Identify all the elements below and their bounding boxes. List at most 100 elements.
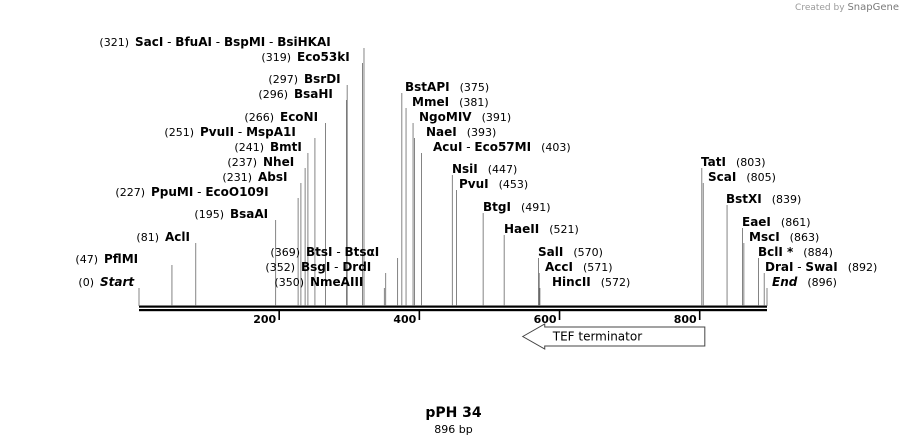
enzyme-name[interactable]: MmeI [412,95,449,109]
enzyme-name[interactable]: BfuAI [175,35,212,49]
site-bsgi[interactable]: BsgI - DrdI (352) [265,260,387,306]
site-name[interactable]: NaeI [426,125,457,139]
enzyme-name[interactable]: BsiHKAI [277,35,331,49]
site-name[interactable]: MmeI [412,95,449,109]
site-acci[interactable]: AccI (571) [538,260,613,306]
enzyme-name[interactable]: Eco57MI [474,140,531,154]
site-name[interactable]: BstXI [726,192,762,206]
site-btgi[interactable]: BtgI (491) [482,200,551,306]
enzyme-name[interactable]: BtsαI [344,245,379,259]
enzyme-name[interactable]: PflMI [104,252,138,266]
enzyme-name[interactable]: SacI [135,35,163,49]
site-scai[interactable]: ScaI (805) [702,170,776,306]
site-saci[interactable]: SacI - BfuAI - BspMI - BsiHKAI (321) [99,35,365,306]
site-name[interactable]: NsiI [452,162,478,176]
site-naei[interactable]: NaeI (393) [414,125,496,306]
site-name[interactable]: PflMI [104,252,138,266]
enzyme-name[interactable]: BtgI [483,200,511,214]
site-name[interactable]: BsaHI [294,87,333,101]
enzyme-name[interactable]: BstAPI [405,80,450,94]
enzyme-name[interactable]: BmtI [270,140,302,154]
enzyme-name[interactable]: End [772,275,798,289]
site-name[interactable]: Eco53kI [297,50,350,64]
site-mmei[interactable]: MmeI (381) [405,95,489,306]
enzyme-name[interactable]: BsgI [301,260,330,274]
site-name[interactable]: End [772,275,798,289]
enzyme-name[interactable]: HaeII [504,222,539,236]
enzyme-name[interactable]: BsaAI [230,207,268,221]
site-hincii[interactable]: HincII (572) [539,275,630,306]
site-ppumi[interactable]: PpuMI - EcoO109I (227) [115,185,299,306]
enzyme-name[interactable]: EcoO109I [205,185,268,199]
site-name[interactable]: Start [100,275,135,289]
site-haeii[interactable]: HaeII (521) [503,222,579,306]
site-bcli[interactable]: BclI * (884) [758,245,833,306]
site-econi[interactable]: EcoNI (266) [244,110,326,306]
site-name[interactable]: DraI - SwaI [765,260,838,274]
enzyme-name[interactable]: MscI [749,230,780,244]
site-nmeaiii[interactable]: NmeAIII (350) [274,275,385,306]
site-name[interactable]: HincII [552,275,591,289]
site-msci[interactable]: MscI (863) [743,230,819,306]
site-name[interactable]: SacI - BfuAI - BspMI - BsiHKAI [135,35,331,49]
site-name[interactable]: MscI [749,230,780,244]
site-eco53ki[interactable]: Eco53kI (319) [261,50,363,306]
enzyme-name[interactable]: Eco53kI [297,50,350,64]
enzyme-name[interactable]: EcoNI [280,110,318,124]
site-name[interactable]: SalI [538,245,563,259]
enzyme-name[interactable]: NsiI [452,162,478,176]
site-name[interactable]: BsgI - DrdI [301,260,371,274]
site-pvui[interactable]: PvuI (453) [456,177,529,306]
site-name[interactable]: BsaAI [230,207,268,221]
site-name[interactable]: PvuII - MspA1I [200,125,296,139]
site-pvuii[interactable]: PvuII - MspA1I (251) [164,125,316,306]
site-tati[interactable]: TatI (803) [701,155,766,306]
site-name[interactable]: NgoMIV [419,110,472,124]
site-drai[interactable]: DraI - SwaI (892) [763,260,877,306]
site-end[interactable]: End (896) [766,275,837,306]
enzyme-name[interactable]: BclI * [758,245,794,259]
site-bstapi[interactable]: BstAPI (375) [401,80,489,306]
enzyme-name[interactable]: PpuMI [151,185,193,199]
enzyme-name[interactable]: SwaI [805,260,837,274]
site-nhei[interactable]: NheI (237) [227,155,306,306]
site-name[interactable]: BmtI [270,140,302,154]
feature-tef-terminator[interactable]: TEF terminator [521,323,706,350]
enzyme-name[interactable]: BspMI [224,35,265,49]
enzyme-name[interactable]: NaeI [426,125,457,139]
site-btsi[interactable]: BtsI - BtsαI (369) [270,245,399,306]
enzyme-name[interactable]: BtsI [306,245,333,259]
enzyme-name[interactable]: BsaHI [294,87,333,101]
enzyme-name[interactable]: DrdI [342,260,371,274]
site-name[interactable]: NheI [263,155,294,169]
site-name[interactable]: PvuI [459,177,489,191]
site-name[interactable]: BstAPI [405,80,450,94]
site-acui[interactable]: AcuI - Eco57MI (403) [421,140,571,306]
site-name[interactable]: TatI [701,155,726,169]
site-name[interactable]: HaeII [504,222,539,236]
site-bsahi[interactable]: BsaHI (296) [258,87,347,306]
enzyme-name[interactable]: BsrDI [304,72,341,86]
site-eaei[interactable]: EaeI (861) [742,215,811,306]
site-name[interactable]: BclI * [758,245,794,259]
enzyme-name[interactable]: NmeAIII [310,275,363,289]
site-name[interactable]: EcoNI [280,110,318,124]
enzyme-name[interactable]: NheI [263,155,294,169]
site-name[interactable]: AccI [545,260,573,274]
enzyme-name[interactable]: PvuI [459,177,489,191]
feature-arrow[interactable] [521,323,706,350]
enzyme-name[interactable]: MspA1I [246,125,296,139]
site-name[interactable]: EaeI [742,215,771,229]
enzyme-name[interactable]: BstXI [726,192,762,206]
enzyme-name[interactable]: SalI [538,245,563,259]
enzyme-name[interactable]: DraI [765,260,793,274]
site-bmti[interactable]: BmtI (241) [234,140,309,306]
enzyme-name[interactable]: PvuII [200,125,234,139]
enzyme-name[interactable]: AcuI [433,140,462,154]
enzyme-name[interactable]: Start [100,275,135,289]
site-start[interactable]: Start (0) [78,275,140,306]
site-ngomiv[interactable]: NgoMIV (391) [412,110,511,306]
site-name[interactable]: BtgI [483,200,511,214]
enzyme-name[interactable]: ScaI [708,170,736,184]
site-name[interactable]: NmeAIII [310,275,363,289]
